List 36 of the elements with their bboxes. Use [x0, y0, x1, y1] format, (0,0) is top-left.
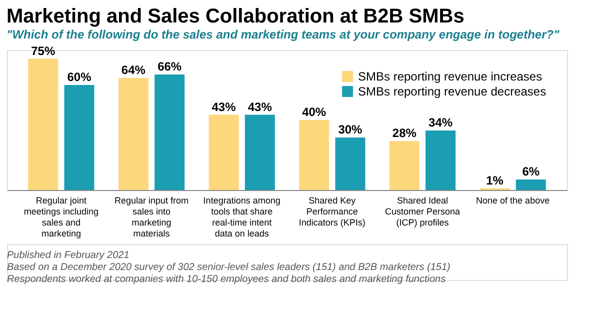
- bar: [516, 180, 546, 190]
- chart-subtitle: "Which of the following do the sales and marketing teams at your company engage in together?": [6, 27, 560, 42]
- bar: [299, 120, 330, 190]
- x-tick-label: Integrations among tools that share real-time intent data on leads: [203, 196, 280, 238]
- data-label: 1%: [486, 173, 504, 188]
- x-tick-label: None of the above: [476, 196, 550, 206]
- data-label: 60%: [67, 70, 92, 84]
- data-label: 28%: [392, 126, 417, 140]
- bar: [28, 58, 58, 190]
- legend-label: SMBs reporting revenue increases: [358, 70, 542, 84]
- bar: [335, 138, 366, 190]
- legend-label: SMBs reporting revenue decreases: [358, 84, 546, 98]
- x-tick-label: Shared Key Performance Indicators (KPIs): [298, 196, 366, 228]
- data-label: 64%: [121, 63, 146, 77]
- text: Published in February 2021: [7, 250, 130, 261]
- bar: [64, 85, 94, 190]
- chart-title: Marketing and Sales Collaboration at B2B SMBs: [6, 5, 464, 28]
- bar: [244, 114, 275, 190]
- x-tick-label: Shared Ideal Customer Persona (ICP) profiles: [384, 196, 460, 228]
- bar: [154, 74, 185, 190]
- text: Respondents worked at companies with 10-150 employees and both sales and marketing functions: [7, 274, 446, 285]
- data-label: 75%: [31, 44, 56, 58]
- data-label: 6%: [522, 164, 540, 178]
- data-label: 30%: [338, 122, 363, 136]
- bar: [389, 141, 420, 190]
- x-tick-label: Regular input from sales into marketing materials: [114, 196, 189, 238]
- data-label: 43%: [248, 100, 272, 114]
- data-label: 66%: [158, 60, 182, 74]
- x-tick-label: Regular joint meetings including sales and marketing: [24, 196, 98, 238]
- bar: [118, 78, 148, 190]
- data-label: 43%: [212, 100, 236, 114]
- bar: [426, 130, 456, 190]
- bar: [208, 114, 239, 190]
- text: Based on a December 2020 survey of 302 senior-level sales leaders (151) and B2B marketers (151): [7, 262, 450, 273]
- data-label: 34%: [428, 116, 453, 130]
- data-label: 40%: [302, 105, 326, 119]
